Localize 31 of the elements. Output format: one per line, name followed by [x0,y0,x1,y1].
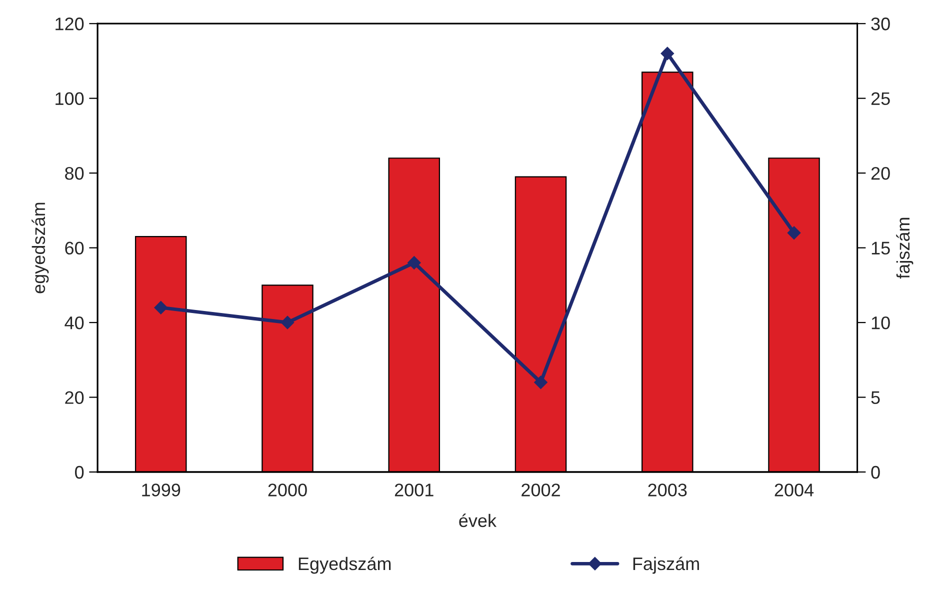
y2-tick-label: 5 [871,391,880,404]
point [154,301,168,314]
y2-tick-label: 15 [872,242,890,255]
x-tick-label: 2000 [268,484,307,496]
x-tick-label: 2004 [774,484,814,496]
x-tick-label: 2001 [394,484,434,496]
y2-tick-label: 20 [871,167,890,180]
point [787,226,801,240]
y-axis-title: egyedszám [32,202,49,294]
y2-tick-label: 25 [871,92,890,106]
x-axis-title: évek [459,514,497,528]
x-tick-label: 1999 [142,484,180,496]
y-tick-label: 100 [56,92,84,106]
legend-label: Fajszám [633,556,699,574]
y-tick-label: 20 [65,391,84,404]
y-tick-label: 60 [65,242,84,255]
y2-tick-label: 30 [871,18,890,30]
y2-axis-title: fajszám [896,218,914,279]
legend-label: Egyedszám [298,556,391,574]
y-tick-label: 80 [65,167,84,180]
point [280,316,294,330]
y-tick-label: 40 [64,316,84,330]
x-tick-label: 2002 [522,484,560,496]
y-tick-label: 0 [75,466,84,479]
y2-tick-label: 10 [872,316,890,330]
x-tick-label: 2003 [648,484,687,496]
point [408,256,421,270]
y-tick-label: 120 [56,18,84,30]
y2-tick-label: 0 [871,466,880,479]
point [660,46,674,60]
point [534,376,548,389]
